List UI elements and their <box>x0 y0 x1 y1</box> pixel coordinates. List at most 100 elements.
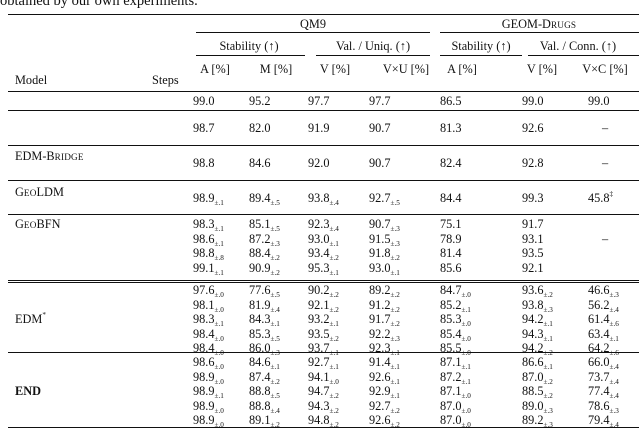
cell-std: ±.1 <box>461 377 471 386</box>
model-name: EDM* <box>15 311 46 327</box>
table-cell: 85.5±.0 <box>440 341 471 357</box>
group-separator-rule <box>8 145 639 146</box>
cell-value: 94.2 <box>522 341 544 355</box>
geom-span-rule <box>440 32 639 33</box>
cell-value: 94.2 <box>522 312 544 326</box>
table-cell: 87.0±.0 <box>440 413 471 429</box>
cell-std: ±.0 <box>461 392 471 400</box>
table-cell: 98.4±.0 <box>193 341 224 357</box>
cell-std: ±.2 <box>543 349 553 357</box>
table-cell: 75.1 <box>440 217 462 231</box>
table-cell: 93.5 <box>522 246 544 260</box>
table-cell: 94.3±.1 <box>522 327 553 343</box>
cell-value: 95.3 <box>308 260 330 275</box>
cell-std: ±.1 <box>329 268 339 277</box>
table-cell: 45.8‡ <box>588 190 614 206</box>
table-cell: 98.7 <box>193 121 215 135</box>
model-name: END <box>15 384 41 399</box>
table-cell: 56.2±.4 <box>588 298 619 314</box>
cell-value: 85.6 <box>440 260 462 275</box>
table-cell: 97.6±.0 <box>193 283 224 299</box>
cell-std: ±.3 <box>270 349 280 357</box>
table-cell: 92.1 <box>522 261 544 275</box>
cell-value: 98.8 <box>193 246 215 260</box>
cell-std: ±.1 <box>390 363 400 371</box>
cell-value: 93.2 <box>308 312 330 326</box>
cell-value: 93.0 <box>308 231 330 246</box>
cell-value: 88.4 <box>249 246 271 260</box>
cell-std: ±.2 <box>329 392 339 400</box>
cell-std: ±.1 <box>214 320 224 328</box>
cell-value: 92.0 <box>308 156 330 171</box>
section-rule <box>8 282 639 283</box>
table-cell: 99.0 <box>588 94 610 108</box>
cell-value: – <box>602 231 609 246</box>
cell-std: ±.2 <box>270 421 280 429</box>
table-cell: 64.2±.6 <box>588 341 619 357</box>
table-cell: 86.6±.1 <box>522 355 553 371</box>
column-header-geom-valid-connected: V×C [%] <box>582 62 628 76</box>
cell-std: ±.1 <box>329 349 339 357</box>
table-cell: 98.1±.0 <box>193 298 224 314</box>
cell-value: 91.7 <box>369 312 391 326</box>
cell-std: ±.1 <box>543 363 553 371</box>
table-cell: 91.2±.2 <box>369 297 400 314</box>
cell-value: 93.6 <box>522 283 544 297</box>
cell-value: 61.4 <box>588 312 610 326</box>
cell-value: 98.8 <box>193 156 215 171</box>
cell-std: ±.4 <box>329 199 339 208</box>
cell-std: ±.4 <box>609 392 619 400</box>
cell-value: 92.7 <box>369 191 391 206</box>
cell-std: ±.1 <box>214 268 224 277</box>
cell-value: 89.0 <box>522 398 544 413</box>
cell-std: ±.5 <box>270 291 280 299</box>
cell-std: ±.4 <box>270 305 280 314</box>
cell-std: ±.0 <box>214 377 224 386</box>
cell-value: 91.2 <box>369 297 391 312</box>
cell-std: ±.2 <box>270 268 280 277</box>
group-header-val-conn: Val. / Conn. (↑) <box>539 39 617 53</box>
cell-std: ±.3 <box>543 406 553 415</box>
table-cell: 91.5±.3 <box>369 232 400 248</box>
cell-value: 98.7 <box>193 121 215 136</box>
cell-std: ±.2 <box>329 291 339 299</box>
cell-std: ±.3 <box>609 406 619 415</box>
cell-value: 95.2 <box>249 94 271 108</box>
cell-footnote-mark: ‡ <box>609 190 614 199</box>
cell-std: ±.1 <box>329 363 339 371</box>
cell-value: 91.4 <box>369 355 391 369</box>
cell-value: 87.0 <box>440 413 462 427</box>
group-separator-rule <box>8 352 639 353</box>
cell-std: ±.0 <box>214 363 224 371</box>
cell-std: ±.2 <box>390 305 400 314</box>
cell-std: ±.2 <box>390 254 400 262</box>
table-cell: 98.9±.1 <box>193 191 224 207</box>
val-conn-rule <box>528 55 639 56</box>
table-cell: 90.2±.2 <box>308 283 339 299</box>
cell-std: ±.5 <box>270 225 280 233</box>
table-cell: 92.2±.3 <box>369 327 400 343</box>
table-cell: – <box>602 121 608 135</box>
cell-value: 82.0 <box>249 121 271 136</box>
cell-value: 84.6 <box>249 156 271 171</box>
cell-value: 92.3 <box>369 341 391 355</box>
table-cell: 73.7±.4 <box>588 370 619 386</box>
table-cell: 85.3±.5 <box>249 327 280 343</box>
table-cell: 84.6±.1 <box>249 355 280 371</box>
table-cell: 92.7±.2 <box>369 399 400 415</box>
cell-value: 98.6 <box>193 231 215 246</box>
cell-std: ±.2 <box>543 377 553 386</box>
cell-value: 90.7 <box>369 217 391 231</box>
table-cell: 93.7±.1 <box>308 341 339 357</box>
cell-std: ±.2 <box>329 305 339 314</box>
cell-std: ±.2 <box>329 406 339 415</box>
cell-std: ±.1 <box>270 363 280 371</box>
cell-std: ±.1 <box>390 377 400 386</box>
table-cell: 63.4±.1 <box>588 327 619 343</box>
cell-std: ±.0 <box>461 334 471 343</box>
cell-std: ±.1 <box>461 305 471 314</box>
table-cell: 92.8 <box>522 156 544 170</box>
header-rule <box>8 91 639 92</box>
cell-std: ±.3 <box>390 334 400 343</box>
table-cell: – <box>602 232 608 246</box>
